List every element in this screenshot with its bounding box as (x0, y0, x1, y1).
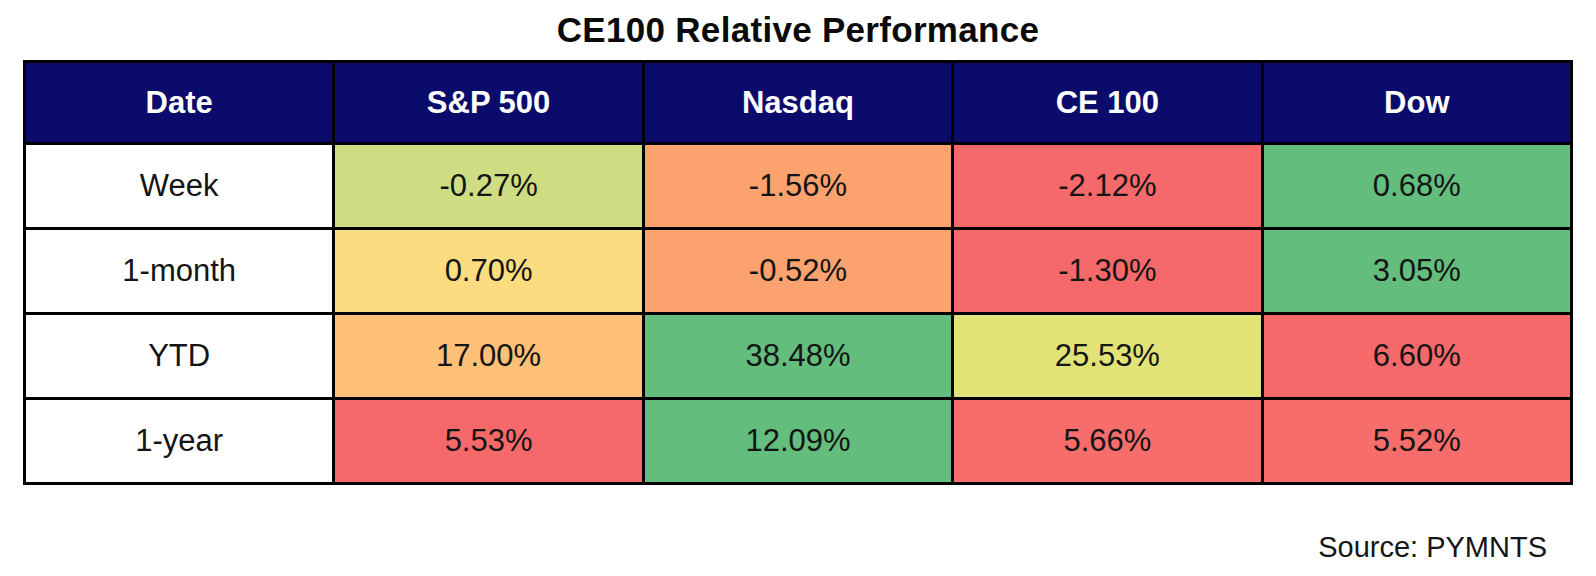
row-label: 1-month (25, 229, 334, 314)
performance-table: Date S&P 500 Nasdaq CE 100 Dow Week-0.27… (23, 60, 1573, 485)
value-cell: 5.66% (953, 399, 1262, 484)
column-header-nasdaq: Nasdaq (643, 62, 952, 144)
value-cell: 17.00% (334, 314, 643, 399)
table-row: 1-year5.53%12.09%5.66%5.52% (25, 399, 1572, 484)
value-cell: 0.68% (1262, 144, 1571, 229)
row-label: Week (25, 144, 334, 229)
column-header-dow: Dow (1262, 62, 1571, 144)
page: CE100 Relative Performance Date S&P 500 … (0, 0, 1596, 485)
value-cell: -1.56% (643, 144, 952, 229)
value-cell: -0.52% (643, 229, 952, 314)
table-row: YTD17.00%38.48%25.53%6.60% (25, 314, 1572, 399)
row-label: 1-year (25, 399, 334, 484)
value-cell: 25.53% (953, 314, 1262, 399)
value-cell: 6.60% (1262, 314, 1571, 399)
value-cell: 5.53% (334, 399, 643, 484)
column-header-date: Date (25, 62, 334, 144)
value-cell: 38.48% (643, 314, 952, 399)
chart-title: CE100 Relative Performance (23, 10, 1573, 50)
value-cell: -1.30% (953, 229, 1262, 314)
table-header: Date S&P 500 Nasdaq CE 100 Dow (25, 62, 1572, 144)
row-label: YTD (25, 314, 334, 399)
column-header-sp500: S&P 500 (334, 62, 643, 144)
table-row: 1-month0.70%-0.52%-1.30%3.05% (25, 229, 1572, 314)
value-cell: -2.12% (953, 144, 1262, 229)
value-cell: 5.52% (1262, 399, 1571, 484)
header-row: Date S&P 500 Nasdaq CE 100 Dow (25, 62, 1572, 144)
table-body: Week-0.27%-1.56%-2.12%0.68%1-month0.70%-… (25, 144, 1572, 484)
value-cell: 12.09% (643, 399, 952, 484)
table-row: Week-0.27%-1.56%-2.12%0.68% (25, 144, 1572, 229)
column-header-ce100: CE 100 (953, 62, 1262, 144)
value-cell: 0.70% (334, 229, 643, 314)
value-cell: -0.27% (334, 144, 643, 229)
value-cell: 3.05% (1262, 229, 1571, 314)
source-note: Source: PYMNTS (1318, 531, 1547, 564)
